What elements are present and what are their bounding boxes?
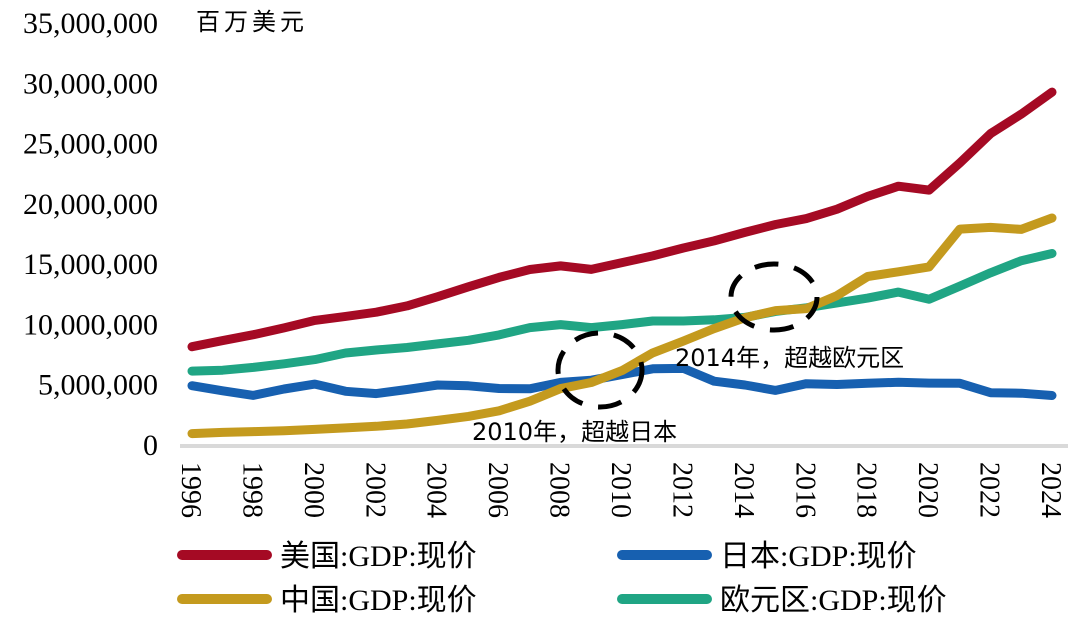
legend-label: 美国:GDP:现价 xyxy=(280,540,477,573)
x-tick-label: 2018 xyxy=(851,462,882,518)
y-tick-label: 25,000,000 xyxy=(23,128,158,161)
legend-label: 中国:GDP:现价 xyxy=(280,584,477,617)
x-tick-label: 1996 xyxy=(175,462,206,518)
y-tick-label: 5,000,000 xyxy=(38,369,158,402)
x-tick-label: 2004 xyxy=(421,462,452,518)
y-tick-label: 20,000,000 xyxy=(23,188,158,221)
unit-label: 百万美元 xyxy=(196,8,308,36)
legend-item: 欧元区:GDP:现价 xyxy=(617,584,947,617)
series-lines xyxy=(187,87,1057,439)
y-tick-label: 30,000,000 xyxy=(23,67,158,100)
x-tick-label: 2024 xyxy=(1035,462,1066,518)
x-axis: 1996 1998 2000 2002 2004 2006 2008 2010 2012 2014… xyxy=(175,444,1068,518)
x-tick-label: 2022 xyxy=(974,462,1005,518)
y-tick-label: 10,000,000 xyxy=(23,308,158,341)
legend-item: 美国:GDP:现价 xyxy=(177,540,477,573)
legend-label: 欧元区:GDP:现价 xyxy=(720,584,947,617)
x-tick-label: 2014 xyxy=(728,462,759,518)
y-tick-label: 0 xyxy=(143,429,158,462)
x-tick-label: 2010 xyxy=(605,462,636,518)
series-line-3 xyxy=(187,249,1057,376)
annotation-2014-text: 2014年，超越欧元区 xyxy=(675,344,904,372)
annotation-ellipse-2014 xyxy=(728,261,820,333)
annotations: 2010年，超越日本 2014年，超越欧元区 xyxy=(472,261,904,446)
x-tick-label: 2002 xyxy=(359,462,390,518)
legend-item: 日本:GDP:现价 xyxy=(617,540,917,573)
x-tick-label: 2006 xyxy=(482,462,513,518)
y-tick-label: 35,000,000 xyxy=(23,7,158,40)
x-tick-label: 2008 xyxy=(544,462,575,518)
x-tick-label: 1998 xyxy=(236,462,267,518)
series-line-2 xyxy=(187,213,1057,439)
y-axis: 0 5,000,000 10,000,000 15,000,000 20,000,000… xyxy=(23,7,158,462)
legend-item: 中国:GDP:现价 xyxy=(177,584,477,617)
annotation-2010-text: 2010年，超越日本 xyxy=(472,418,677,446)
x-tick-label: 2012 xyxy=(666,462,697,518)
legend-label: 日本:GDP:现价 xyxy=(720,540,917,573)
x-tick-label: 2020 xyxy=(912,462,943,518)
annotation-ellipse-2010 xyxy=(555,330,645,410)
y-tick-label: 15,000,000 xyxy=(23,248,158,281)
x-tick-label: 2000 xyxy=(298,462,329,518)
x-tick-label: 2016 xyxy=(789,462,820,518)
series-line-0 xyxy=(187,87,1057,352)
